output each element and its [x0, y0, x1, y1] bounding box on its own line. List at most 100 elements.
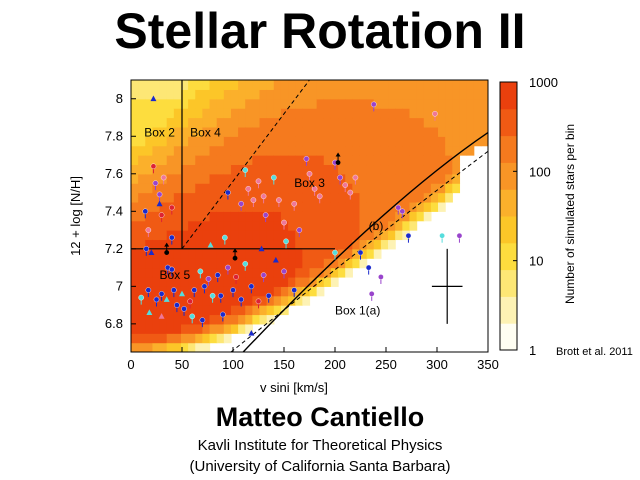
heat-cell	[352, 89, 361, 100]
heat-cell	[345, 192, 353, 203]
star-point	[160, 174, 167, 181]
heat-cell	[166, 342, 175, 352]
heat-cell	[280, 258, 289, 269]
heat-cell	[380, 117, 389, 128]
heat-cell	[252, 136, 261, 147]
heat-cell	[316, 276, 325, 287]
heat-cell	[430, 183, 439, 194]
heat-cell	[430, 136, 439, 147]
heat-cell	[345, 267, 353, 278]
heat-cell	[380, 108, 389, 119]
heat-cell	[180, 248, 189, 259]
heat-cell	[131, 305, 139, 316]
heat-cell	[245, 258, 253, 269]
heat-cell	[395, 98, 403, 109]
heat-cell	[359, 126, 368, 137]
heat-cell	[309, 126, 318, 137]
heat-cell	[188, 276, 196, 287]
heat-cell	[402, 183, 411, 194]
heat-cell	[438, 155, 446, 166]
heat-cell	[173, 342, 182, 352]
heat-cell	[302, 220, 311, 231]
heat-cell	[138, 323, 146, 334]
star-point	[158, 212, 165, 218]
heat-cell	[466, 117, 475, 128]
heat-cell	[388, 145, 396, 156]
heat-cell	[138, 314, 146, 325]
heat-cell	[202, 98, 211, 109]
colorbar-segment	[500, 108, 517, 137]
heat-cell	[409, 183, 418, 194]
heat-cell	[309, 286, 318, 297]
heat-cell	[373, 145, 382, 156]
heat-cell	[273, 108, 282, 119]
heat-cell	[180, 108, 189, 119]
heat-cell	[230, 145, 239, 156]
heat-cell	[423, 98, 432, 109]
heat-cell	[173, 126, 182, 137]
star-point	[303, 155, 310, 162]
heat-cell	[238, 220, 246, 231]
star-point	[225, 264, 231, 271]
heat-cell	[273, 276, 282, 287]
heat-cell	[173, 323, 182, 334]
heat-cell	[173, 211, 182, 222]
heat-cell	[173, 276, 182, 287]
heat-cell	[316, 108, 325, 119]
heat-cell	[459, 108, 468, 119]
heat-cell	[445, 192, 453, 203]
heat-cell	[145, 183, 154, 194]
heat-cell	[273, 201, 282, 212]
heat-cell	[473, 98, 482, 109]
heat-cell	[338, 220, 346, 231]
heat-cell	[352, 248, 361, 259]
heat-cell	[259, 164, 268, 175]
heat-cell	[209, 248, 218, 259]
heat-cell	[180, 80, 189, 81]
heat-cell	[402, 136, 411, 147]
heat-cell	[373, 220, 382, 231]
heat-cell	[152, 155, 161, 166]
heat-cell	[452, 164, 461, 175]
heat-cell	[473, 136, 482, 147]
heat-cell	[295, 201, 303, 212]
heat-cell	[173, 183, 182, 194]
heat-cell	[323, 98, 332, 109]
heat-cell	[159, 164, 168, 175]
heat-cell	[131, 80, 139, 90]
heat-cell	[173, 108, 182, 119]
star-point	[181, 306, 187, 312]
heat-cell	[173, 314, 182, 325]
heat-cell	[145, 164, 154, 175]
heat-cell	[180, 286, 189, 297]
heat-cell	[366, 155, 375, 166]
heat-cell	[380, 239, 389, 250]
heat-cell	[131, 211, 139, 222]
heat-cell	[338, 89, 346, 100]
heat-cell	[302, 126, 311, 137]
star-point	[347, 189, 354, 196]
heat-cell	[166, 295, 175, 306]
heat-cell	[459, 126, 468, 137]
heat-cell	[216, 230, 225, 241]
heat-cell	[166, 173, 175, 184]
heat-cell	[195, 295, 203, 306]
heat-cell	[266, 201, 275, 212]
heat-cell	[438, 108, 446, 119]
heat-cell	[280, 239, 289, 250]
x-tick-label: 250	[375, 357, 397, 372]
heat-cell	[202, 276, 211, 287]
heat-cell	[266, 98, 275, 109]
heat-cell	[145, 155, 154, 166]
heat-cell	[245, 276, 253, 287]
heat-cell	[373, 108, 382, 119]
heat-cell	[359, 239, 368, 250]
heat-cell	[195, 173, 203, 184]
heat-cell	[159, 295, 168, 306]
heat-cell	[230, 136, 239, 147]
star-triangle	[258, 245, 265, 252]
heat-cell	[330, 117, 339, 128]
y-tick-label: 7.2	[105, 241, 123, 256]
heat-cell	[459, 117, 468, 128]
star-point	[250, 197, 257, 203]
